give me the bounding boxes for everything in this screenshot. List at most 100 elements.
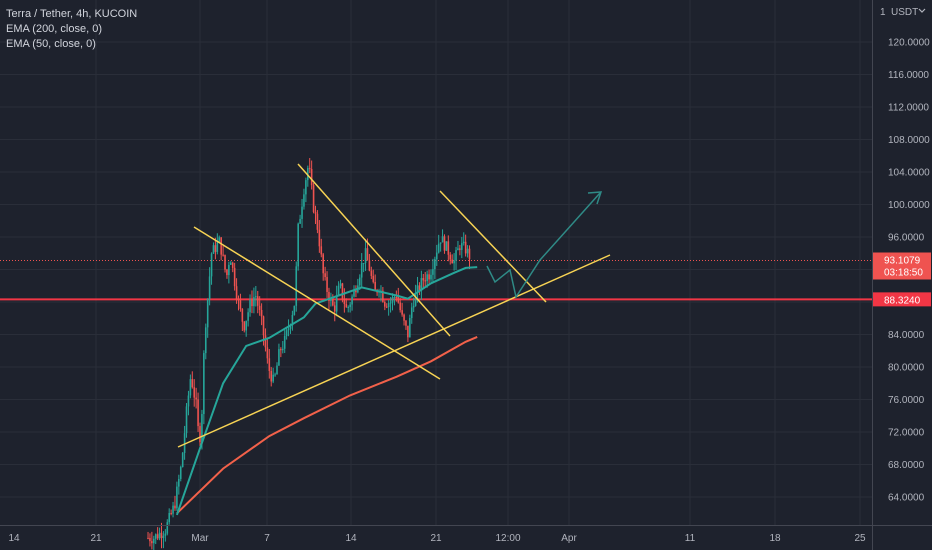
ema-50-label: EMA (50, close, 0): [6, 38, 96, 50]
time-tick-label: 7: [264, 533, 270, 544]
candle-body: [162, 535, 165, 539]
candle-body: [237, 299, 240, 301]
time-tick-label: 18: [769, 533, 781, 544]
candle-body: [432, 269, 434, 275]
candle-body: [320, 246, 323, 255]
candle-body: [216, 242, 219, 252]
candle-body: [333, 305, 336, 312]
candle-body: [370, 270, 373, 276]
candle-body: [185, 406, 188, 434]
candle-body: [239, 300, 242, 309]
candle-body: [318, 229, 321, 247]
candle-body: [249, 299, 251, 313]
candle-body: [462, 241, 465, 244]
candle-body: [179, 467, 182, 479]
time-tick-label: 11: [685, 533, 696, 544]
candle-body: [337, 285, 340, 296]
price-tick-label: 64.0000: [888, 493, 925, 504]
level-price-tag: 88.3240: [873, 292, 931, 307]
candle-body: [253, 297, 255, 307]
candle-body: [351, 296, 353, 305]
candle-body: [197, 399, 199, 427]
candle-body: [153, 538, 155, 544]
candle-body: [360, 263, 363, 278]
candle-body: [455, 250, 457, 261]
candle-body: [335, 295, 338, 312]
candle-body: [295, 266, 298, 306]
candle-body: [410, 307, 413, 319]
candle-body: [201, 414, 203, 443]
trendline[interactable]: [439, 190, 547, 303]
candle-body: [268, 358, 271, 371]
candle-body: [437, 243, 440, 253]
candle-body: [164, 533, 167, 536]
candle-body: [441, 236, 444, 243]
candle-body: [364, 248, 367, 263]
candle-body: [349, 304, 351, 307]
candle-body: [293, 305, 296, 315]
price-tick-label: 84.0000: [888, 330, 925, 341]
candle-body: [245, 320, 247, 331]
candle-body: [314, 211, 317, 214]
candle-body: [226, 269, 228, 276]
candle-body: [297, 223, 299, 267]
time-axis-labels: 14 21 Mar 7 14 21 12:00 Apr 11 18 25: [8, 533, 866, 544]
candle-body: [235, 286, 238, 300]
candlesticks: [147, 158, 471, 550]
candle-body: [256, 296, 259, 306]
projection-path[interactable]: [486, 192, 601, 299]
candle-body: [362, 262, 365, 264]
candle-body: [389, 302, 392, 304]
candle-body: [461, 243, 463, 250]
trendline-drawings[interactable]: [177, 163, 611, 448]
last-price-tag-text: 93.1079: [884, 255, 921, 266]
candle-body: [230, 262, 232, 265]
time-tick-label: Mar: [191, 533, 209, 544]
candle-body: [399, 302, 401, 311]
candle-body: [324, 273, 326, 278]
candle-body: [418, 285, 421, 291]
candle-body: [316, 213, 319, 230]
candle-body: [414, 292, 417, 306]
last-price-tag-text: 03:18:50: [884, 267, 923, 278]
symbol-title: Terra / Tether, 4h, KUCOIN: [6, 8, 138, 20]
candle-body: [397, 297, 400, 303]
candle-body: [422, 278, 425, 281]
candle-body: [416, 285, 419, 293]
candle-body: [147, 537, 149, 539]
candle-body: [176, 486, 178, 509]
candle-body: [276, 365, 278, 375]
ema-200-label: EMA (200, close, 0): [6, 23, 102, 35]
price-tick-label: 120.0000: [888, 38, 930, 49]
candle-body: [287, 328, 290, 331]
candle-body: [199, 426, 201, 443]
candle-body: [272, 374, 274, 382]
price-tick-label: 68.0000: [888, 460, 925, 471]
candle-body: [395, 297, 398, 299]
candle-body: [459, 248, 461, 250]
candle-body: [241, 308, 244, 322]
candle-body: [264, 335, 267, 348]
last-price-tag-bg: [873, 252, 931, 280]
candle-body: [181, 452, 184, 468]
candle-body: [281, 348, 284, 351]
time-tick-label: 21: [90, 533, 102, 544]
candle-body: [382, 290, 384, 302]
candle-body: [299, 218, 301, 224]
trendline[interactable]: [297, 163, 451, 337]
candle-body: [178, 478, 180, 487]
candle-body: [339, 283, 342, 286]
candle-body: [428, 274, 430, 280]
candle-body: [280, 349, 282, 351]
level-price-tag-text: 88.3240: [884, 295, 921, 306]
candle-body: [154, 534, 157, 539]
time-tick-label: Apr: [561, 533, 577, 544]
candle-body: [468, 248, 471, 260]
candle-body: [303, 194, 305, 207]
candle-body: [439, 242, 442, 244]
price-tick-label: 76.0000: [888, 395, 925, 406]
candle-body: [434, 259, 436, 270]
trendline[interactable]: [193, 226, 441, 380]
